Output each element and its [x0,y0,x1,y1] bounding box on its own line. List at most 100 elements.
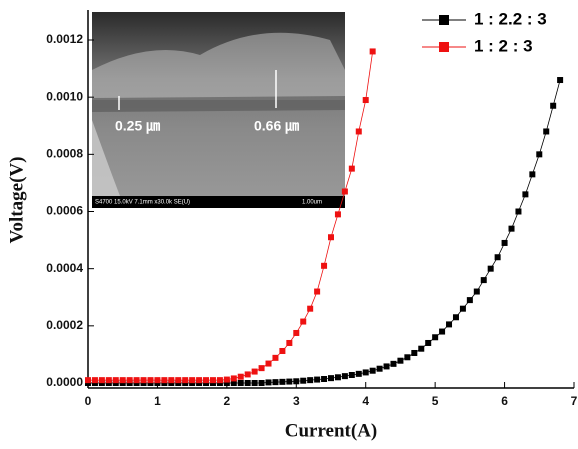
data-point [314,376,321,383]
data-point [293,378,300,385]
y-tick-label: 0.0004 [46,261,83,275]
data-point [223,379,230,386]
data-point [348,165,355,172]
data-point [154,377,161,384]
inset-label: S4700 15.0kV 7.1mm x30.0k SE(U) [95,200,190,206]
data-point [321,262,328,269]
data-point [480,277,487,284]
data-point [383,363,390,370]
data-point [293,329,300,336]
data-point [196,377,203,384]
data-point [272,379,279,386]
data-point [432,334,439,341]
data-point [147,377,154,384]
x-tick-label: 5 [432,394,439,408]
data-point [494,254,501,261]
data-point [425,339,432,346]
inset-image [92,12,345,208]
data-point [536,151,543,158]
y-tick-label: 0.0010 [46,89,83,103]
data-point [334,374,341,381]
data-point [355,370,362,377]
x-tick-label: 6 [501,394,508,408]
data-point [307,305,314,312]
data-point [251,379,258,386]
data-point [161,377,168,384]
data-point [446,321,453,328]
data-point [362,369,369,376]
legend-marker [439,42,449,52]
data-point [328,375,334,382]
data-point [452,314,459,321]
data-point [244,379,251,386]
data-point [404,354,411,361]
data-point [529,171,536,178]
legend-marker [439,15,449,25]
data-point [300,318,307,325]
data-point [369,367,376,374]
data-point [216,377,223,384]
legend-label: 1 : 2.2 : 3 [474,9,547,28]
y-tick-label: 0.0006 [46,204,83,218]
data-point [168,377,175,384]
x-tick-label: 7 [571,394,578,408]
x-tick-label: 1 [154,394,161,408]
data-point [237,373,244,380]
data-point [328,234,334,241]
data-point [341,188,348,195]
x-axis-label: Current(A) [285,420,378,441]
data-point [300,377,307,384]
data-point [91,377,98,384]
data-point [237,379,244,386]
data-point [98,377,105,384]
y-tick-label: 0.0012 [46,32,83,46]
data-point [258,365,265,372]
data-point [459,305,466,312]
data-point [501,239,508,246]
data-point [369,48,376,55]
y-tick-label: 0.0000 [46,375,83,389]
data-point [362,97,369,104]
legend-label: 1 : 2 : 3 [474,36,533,55]
data-point [272,354,279,361]
data-point [397,357,404,364]
x-tick-label: 4 [362,394,369,408]
data-point [209,377,216,384]
data-point [522,191,529,198]
data-point [557,77,564,84]
data-point [550,102,557,109]
data-point [341,373,348,380]
data-point [466,297,473,304]
data-point [230,379,237,386]
x-tick-label: 0 [85,394,92,408]
data-point [390,360,397,367]
data-point [286,339,293,346]
data-point [105,377,112,384]
data-point [515,208,522,215]
data-point [376,365,383,372]
data-point [348,371,355,378]
data-point [321,375,328,382]
data-point [112,377,119,384]
data-point [487,265,494,272]
data-point [133,377,140,384]
data-point [279,378,286,385]
data-point [175,377,182,384]
data-point [119,377,126,384]
data-point [265,379,272,386]
data-point [244,371,251,378]
data-point [307,377,314,384]
data-point [439,328,446,335]
data-point [418,345,425,352]
x-tick-label: 3 [293,394,300,408]
data-point [265,360,272,367]
y-tick-label: 0.0002 [46,318,83,332]
data-point [126,377,133,384]
inset-label: 0.25 ㎛ [115,118,160,136]
inset-label: 0.66 ㎛ [254,118,299,136]
data-point [182,377,189,384]
data-point [543,128,550,135]
data-point [355,128,362,135]
data-point [411,349,418,356]
